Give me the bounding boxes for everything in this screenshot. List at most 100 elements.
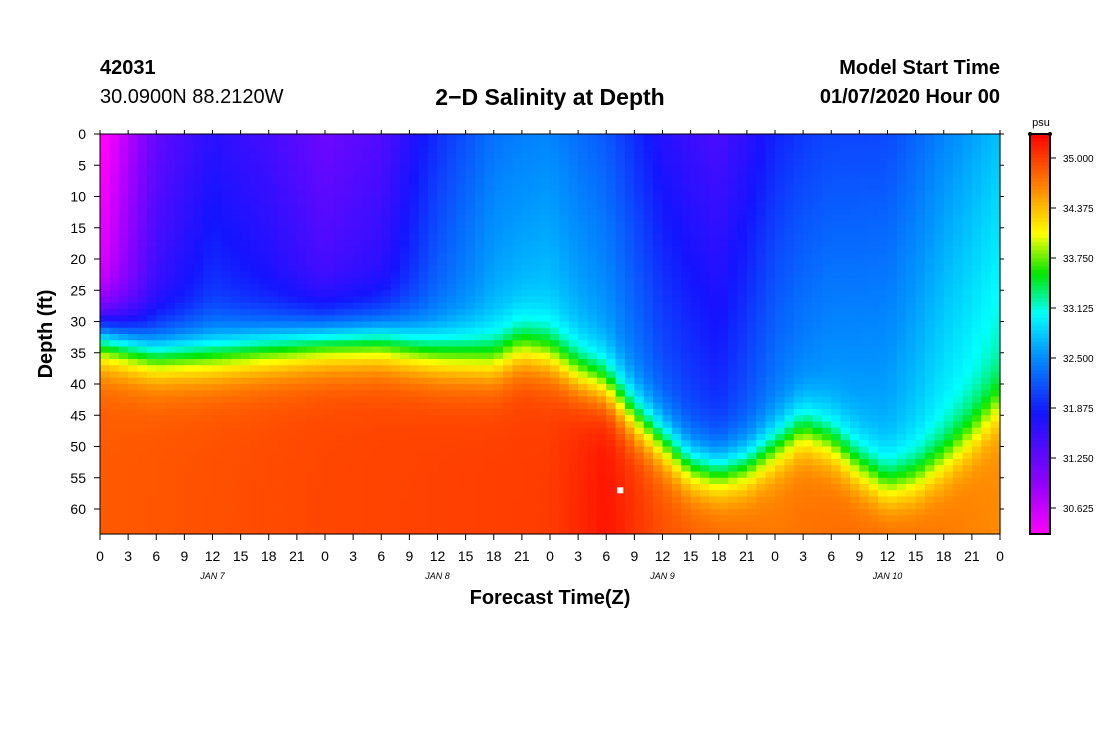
heatmap-cell: [596, 302, 607, 310]
heatmap-cell: [203, 346, 214, 354]
heatmap-cell: [512, 446, 523, 454]
heatmap-cell: [296, 515, 307, 523]
heatmap-cell: [653, 196, 664, 204]
heatmap-cell: [184, 446, 195, 454]
heatmap-cell: [521, 359, 532, 366]
heatmap-cell: [325, 140, 335, 148]
heatmap-cell: [278, 165, 289, 173]
heatmap-cell: [203, 290, 214, 298]
heatmap-cell: [390, 246, 401, 254]
heatmap-cell: [221, 471, 232, 479]
heatmap-cell: [596, 359, 607, 366]
heatmap-cell: [465, 365, 476, 373]
heatmap-cell: [718, 402, 729, 410]
heatmap-cell: [203, 327, 214, 335]
heatmap-cell: [540, 202, 551, 210]
heatmap-cell: [334, 321, 345, 329]
heatmap-cell: [634, 527, 645, 535]
heatmap-cell: [156, 327, 167, 335]
heatmap-cell: [793, 452, 804, 460]
heatmap-cell: [653, 440, 664, 448]
heatmap-cell: [465, 259, 476, 266]
heatmap-cell: [343, 502, 354, 510]
heatmap-cell: [437, 184, 448, 191]
heatmap-cell: [503, 421, 514, 429]
heatmap-cell: [728, 371, 739, 379]
heatmap-cell: [465, 196, 476, 204]
heatmap-cell: [634, 309, 645, 316]
heatmap-cell: [315, 190, 326, 198]
heatmap-cell: [118, 184, 129, 191]
heatmap-cell: [596, 271, 607, 279]
heatmap-cell: [437, 446, 448, 454]
heatmap-cell: [137, 221, 148, 229]
heatmap-cell: [821, 177, 832, 185]
heatmap-cell: [756, 246, 767, 254]
heatmap-cell: [559, 377, 570, 385]
heatmap-cell: [550, 365, 560, 373]
heatmap-cell: [278, 302, 289, 310]
heatmap-cell: [559, 421, 570, 429]
heatmap-cell: [587, 359, 598, 366]
heatmap-cell: [165, 509, 176, 516]
heatmap-cell: [803, 402, 814, 410]
heatmap-cell: [240, 134, 251, 141]
heatmap-cell: [268, 202, 279, 210]
heatmap-cell: [296, 465, 307, 473]
heatmap-cell: [803, 271, 814, 279]
heatmap-cell: [718, 271, 729, 279]
heatmap-cell: [156, 334, 167, 341]
heatmap-cell: [315, 184, 326, 191]
heatmap-cell: [521, 471, 532, 479]
heatmap-cell: [250, 496, 260, 504]
heatmap-cell: [765, 140, 776, 148]
heatmap-cell: [812, 259, 823, 266]
heatmap-cell: [268, 227, 279, 235]
heatmap-cell: [118, 340, 129, 348]
heatmap-cell: [718, 221, 729, 229]
heatmap-cell: [362, 502, 373, 510]
heatmap-cell: [746, 234, 757, 241]
heatmap-cell: [531, 146, 542, 154]
heatmap-cell: [250, 284, 260, 291]
heatmap-cell: [531, 165, 542, 173]
heatmap-cell: [512, 177, 523, 185]
heatmap-cell: [596, 477, 607, 485]
heatmap-cell: [278, 377, 289, 385]
heatmap-cell: [306, 284, 317, 291]
heatmap-cell: [718, 346, 729, 354]
heatmap-cell: [381, 490, 392, 498]
heatmap-cell: [456, 134, 467, 141]
heatmap-cell: [718, 184, 729, 191]
heatmap-cell: [118, 271, 129, 279]
heatmap-cell: [653, 265, 664, 273]
heatmap-cell: [728, 434, 739, 441]
heatmap-cell: [653, 277, 664, 285]
heatmap-cell: [578, 496, 589, 504]
heatmap-cell: [587, 340, 598, 348]
heatmap-cell: [568, 377, 579, 385]
heatmap-cell: [596, 134, 607, 141]
heatmap-cell: [343, 371, 354, 379]
heatmap-cell: [240, 396, 251, 404]
heatmap-cell: [587, 221, 598, 229]
heatmap-cell: [671, 427, 682, 435]
heatmap-cell: [128, 402, 139, 410]
heatmap-cell: [615, 327, 626, 335]
heatmap-cell: [400, 321, 410, 329]
heatmap-cell: [521, 227, 532, 235]
heatmap-cell: [343, 509, 354, 516]
heatmap-cell: [765, 446, 776, 454]
heatmap-cell: [353, 384, 364, 391]
heatmap-cell: [475, 334, 485, 341]
heatmap-cell: [353, 190, 364, 198]
heatmap-cell: [475, 259, 485, 266]
heatmap-cell: [203, 227, 214, 235]
heatmap-cell: [428, 134, 439, 141]
heatmap-cell: [634, 234, 645, 241]
heatmap-cell: [803, 296, 814, 304]
heatmap-cell: [568, 184, 579, 191]
heatmap-cell: [268, 190, 279, 198]
heatmap-cell: [146, 440, 157, 448]
heatmap-cell: [803, 509, 814, 516]
